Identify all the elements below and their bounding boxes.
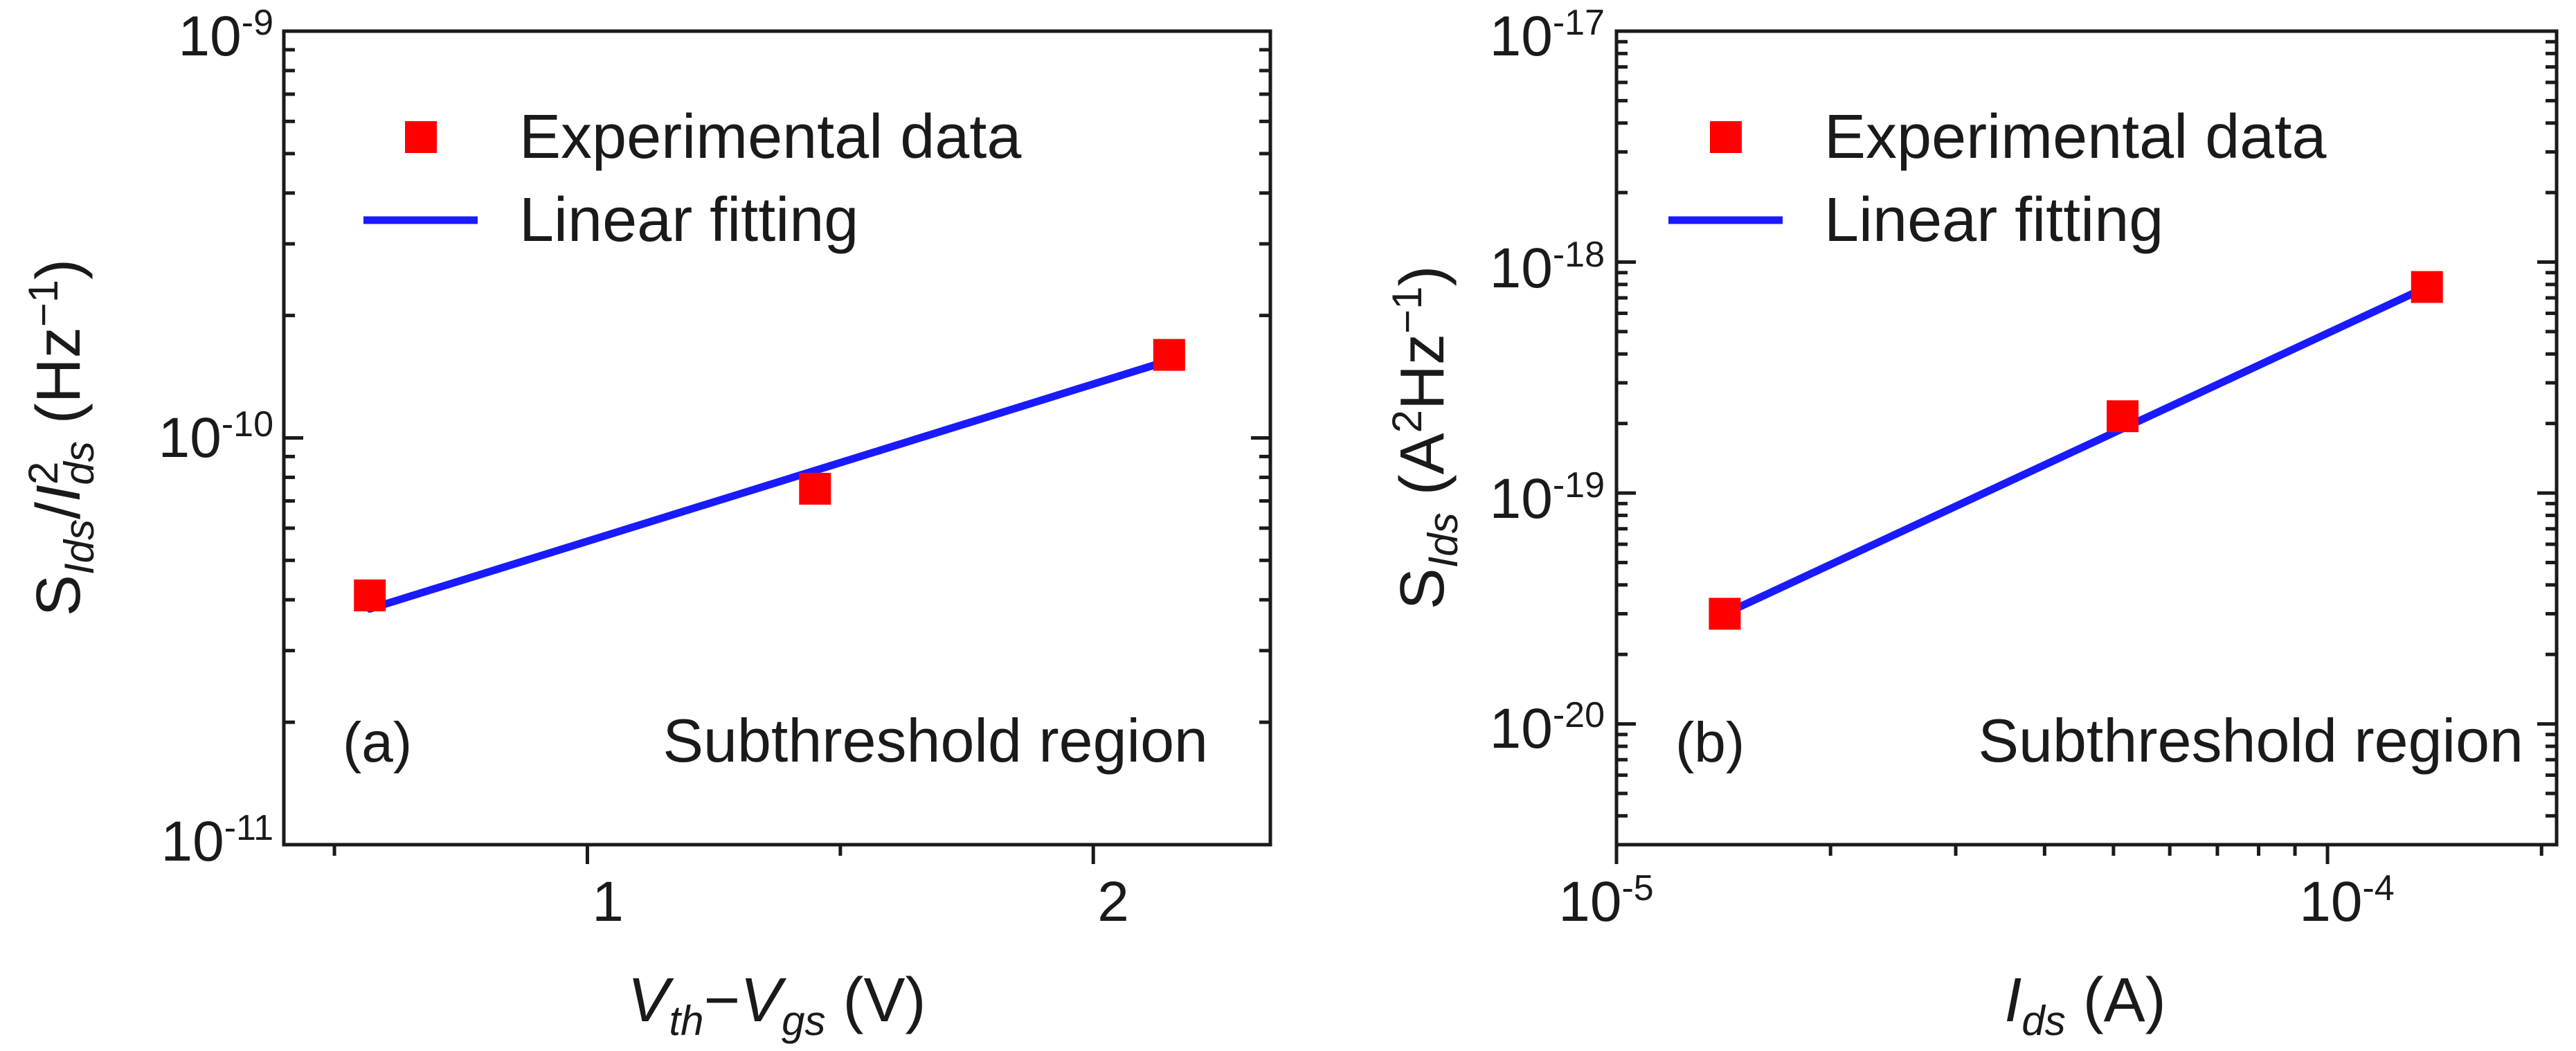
panel-b-xtick-label: 10-5	[1558, 868, 1653, 933]
panel-a-xtick-label: 2	[1097, 870, 1129, 933]
panel-b-plot-frame	[1614, 29, 2559, 847]
experimental-data-point	[799, 472, 831, 505]
panel-b-y-axis-title: SIds (A2Hz−1)	[1384, 266, 1466, 610]
panel-a-legend-fit-label: Linear fitting	[519, 186, 858, 255]
panel-a-legend: Experimental data Linear fitting	[363, 102, 1022, 255]
panel-a-ytick-label: 10-9	[179, 3, 273, 68]
experimental-data-point	[2107, 400, 2139, 433]
panel-b-legend-experimental-label: Experimental data	[1824, 102, 2327, 172]
panel-b: 10-20 10-19 10-18 10-17 10-5 10-4 Ids (A…	[1384, 3, 2559, 1044]
panel-b-xtick-label: 10-4	[2299, 868, 2394, 933]
linear-fitting-line	[1720, 283, 2431, 618]
panel-a-y-axis-title: SIds/I2ds (Hz−1)	[20, 259, 102, 616]
panel-b-ytick-label: 10-17	[1490, 3, 1605, 68]
linear-fitting-line	[366, 357, 1173, 613]
panel-a-ytick-label: 10-10	[159, 404, 273, 469]
panel-a: 10-11 10-10 10-9 1 2 Vth−Vgs (V) SIds/I2…	[20, 3, 1272, 1044]
panel-b-label: (b)	[1675, 711, 1745, 774]
panel-b-annotation: Subthreshold region	[1978, 706, 2523, 775]
panel-a-x-axis-title: Vth−Vgs (V)	[627, 966, 926, 1044]
panel-b-marker-layer	[1709, 271, 2443, 630]
panel-b-fit-layer	[1720, 283, 2431, 618]
panel-b-ytick-label: 10-20	[1490, 695, 1605, 760]
panel-a-ytick-label: 10-11	[161, 808, 273, 873]
panel-a-xtick-label: 1	[592, 870, 624, 933]
panel-b-x-axis-title: Ids (A)	[2004, 966, 2165, 1044]
panel-a-annotation: Subthreshold region	[663, 706, 1208, 775]
panel-b-ytick-label: 10-18	[1490, 235, 1605, 300]
panel-a-marker-layer	[354, 339, 1185, 611]
panel-a-legend-experimental-label: Experimental data	[519, 102, 1022, 172]
panel-a-fit-layer	[366, 357, 1173, 613]
panel-a-plot-frame	[282, 29, 1272, 847]
panel-a-label: (a)	[343, 711, 412, 774]
panel-b-legend: Experimental data Linear fitting	[1668, 102, 2327, 255]
panel-b-ticks	[1614, 29, 2557, 864]
experimental-data-point	[354, 579, 386, 611]
panel-b-ytick-label: 10-19	[1490, 465, 1605, 530]
experimental-data-point	[1153, 339, 1185, 371]
experimental-data-point	[2411, 271, 2443, 303]
panel-b-legend-marker-swatch	[1710, 121, 1742, 153]
panel-b-legend-fit-label: Linear fitting	[1824, 186, 2163, 255]
panel-a-legend-marker-swatch	[405, 121, 437, 153]
experimental-data-point	[1709, 598, 1741, 630]
